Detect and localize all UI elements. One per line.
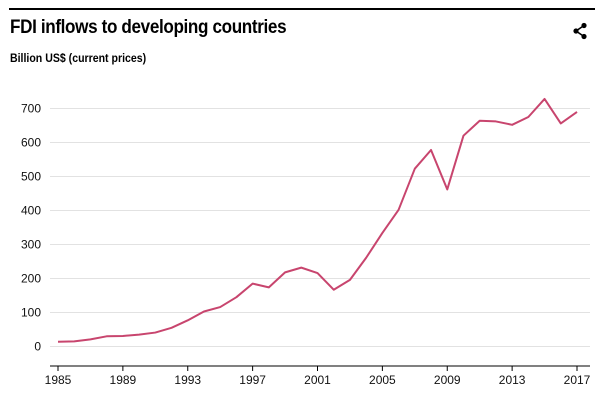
y-tick-label: 100	[21, 306, 41, 320]
y-axis-ticks: 0 100 200 300 400 500 600 700	[21, 102, 41, 354]
x-tick-label: 2009	[434, 373, 461, 387]
y-tick-label: 400	[21, 204, 41, 218]
x-tick-label: 1997	[239, 373, 266, 387]
y-tick-label: 500	[21, 170, 41, 184]
x-axis-ticks: 1985 1989 1993 1997 2001 2005 2009 2013 2017	[45, 366, 591, 387]
y-tick-label: 0	[34, 340, 41, 354]
y-tick-label: 700	[21, 102, 41, 116]
x-tick-label: 1993	[174, 373, 201, 387]
share-icon[interactable]	[571, 22, 589, 40]
y-tick-label: 300	[21, 238, 41, 252]
top-rule	[9, 8, 595, 10]
x-tick-label: 2001	[304, 373, 331, 387]
chart-subtitle: Billion US$ (current prices)	[10, 51, 147, 65]
x-tick-label: 2005	[369, 373, 396, 387]
series-line	[57, 97, 578, 343]
x-tick-label: 2017	[564, 373, 591, 387]
x-tick-label: 1985	[45, 373, 72, 387]
x-tick-label: 2013	[499, 373, 526, 387]
chart-title: FDI inflows to developing countries	[10, 17, 287, 38]
y-tick-label: 600	[21, 136, 41, 150]
x-tick-label: 1989	[110, 373, 137, 387]
y-tick-label: 200	[21, 272, 41, 286]
gridlines	[50, 108, 590, 347]
